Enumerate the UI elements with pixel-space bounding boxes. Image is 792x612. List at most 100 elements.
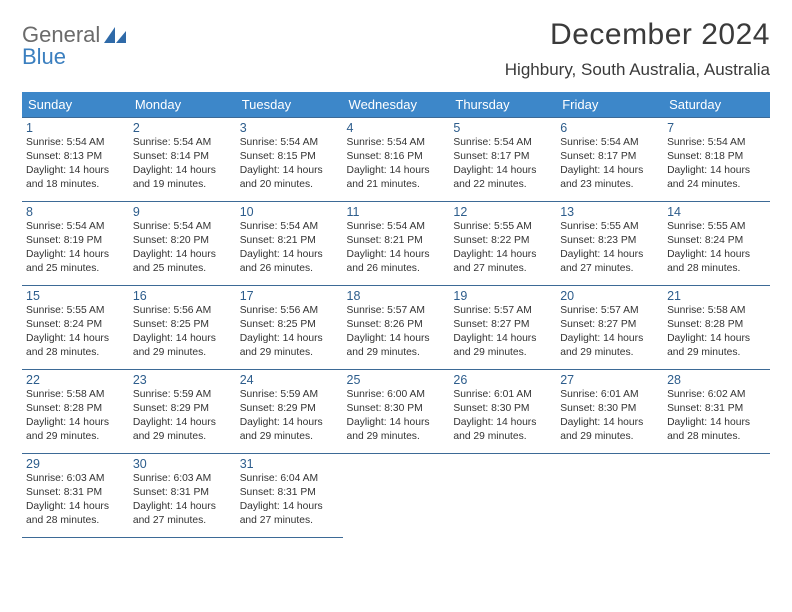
calendar-cell: 10Sunrise: 5:54 AMSunset: 8:21 PMDayligh… — [236, 202, 343, 286]
location: Highbury, South Australia, Australia — [505, 60, 770, 80]
daylight-line: Daylight: 14 hours and 28 minutes. — [667, 248, 766, 276]
day-number: 10 — [240, 205, 339, 219]
calendar-cell: 16Sunrise: 5:56 AMSunset: 8:25 PMDayligh… — [129, 286, 236, 370]
daylight-line: Daylight: 14 hours and 26 minutes. — [347, 248, 446, 276]
col-wednesday: Wednesday — [343, 92, 450, 118]
calendar-cell: 28Sunrise: 6:02 AMSunset: 8:31 PMDayligh… — [663, 370, 770, 454]
logo: General Blue — [22, 18, 126, 68]
daylight-line: Daylight: 14 hours and 25 minutes. — [26, 248, 125, 276]
calendar-cell: 9Sunrise: 5:54 AMSunset: 8:20 PMDaylight… — [129, 202, 236, 286]
daylight-line: Daylight: 14 hours and 29 minutes. — [133, 416, 232, 444]
calendar-cell — [449, 454, 556, 538]
calendar-cell: 8Sunrise: 5:54 AMSunset: 8:19 PMDaylight… — [22, 202, 129, 286]
daylight-line: Daylight: 14 hours and 29 minutes. — [26, 416, 125, 444]
day-number: 17 — [240, 289, 339, 303]
sunrise-line: Sunrise: 5:58 AM — [26, 388, 125, 402]
col-friday: Friday — [556, 92, 663, 118]
sunrise-line: Sunrise: 5:54 AM — [240, 136, 339, 150]
calendar-cell — [663, 454, 770, 538]
daylight-line: Daylight: 14 hours and 21 minutes. — [347, 164, 446, 192]
sunset-line: Sunset: 8:15 PM — [240, 150, 339, 164]
col-saturday: Saturday — [663, 92, 770, 118]
sunrise-line: Sunrise: 5:57 AM — [560, 304, 659, 318]
sunrise-line: Sunrise: 5:56 AM — [240, 304, 339, 318]
day-number: 24 — [240, 373, 339, 387]
sunrise-line: Sunrise: 6:04 AM — [240, 472, 339, 486]
sunset-line: Sunset: 8:16 PM — [347, 150, 446, 164]
sunrise-line: Sunrise: 5:54 AM — [560, 136, 659, 150]
daylight-line: Daylight: 14 hours and 23 minutes. — [560, 164, 659, 192]
sunrise-line: Sunrise: 6:03 AM — [133, 472, 232, 486]
sunset-line: Sunset: 8:30 PM — [347, 402, 446, 416]
day-number: 27 — [560, 373, 659, 387]
calendar-cell: 27Sunrise: 6:01 AMSunset: 8:30 PMDayligh… — [556, 370, 663, 454]
calendar-cell — [556, 454, 663, 538]
daylight-line: Daylight: 14 hours and 24 minutes. — [667, 164, 766, 192]
sunrise-line: Sunrise: 5:57 AM — [347, 304, 446, 318]
sunset-line: Sunset: 8:18 PM — [667, 150, 766, 164]
sunrise-line: Sunrise: 5:59 AM — [133, 388, 232, 402]
calendar-cell: 2Sunrise: 5:54 AMSunset: 8:14 PMDaylight… — [129, 118, 236, 202]
sunset-line: Sunset: 8:24 PM — [26, 318, 125, 332]
col-sunday: Sunday — [22, 92, 129, 118]
sunset-line: Sunset: 8:31 PM — [667, 402, 766, 416]
day-number: 21 — [667, 289, 766, 303]
sunset-line: Sunset: 8:30 PM — [560, 402, 659, 416]
sunset-line: Sunset: 8:28 PM — [26, 402, 125, 416]
sunset-line: Sunset: 8:20 PM — [133, 234, 232, 248]
col-tuesday: Tuesday — [236, 92, 343, 118]
sunset-line: Sunset: 8:31 PM — [240, 486, 339, 500]
col-thursday: Thursday — [449, 92, 556, 118]
sunset-line: Sunset: 8:31 PM — [26, 486, 125, 500]
sunrise-line: Sunrise: 5:54 AM — [667, 136, 766, 150]
calendar-cell: 24Sunrise: 5:59 AMSunset: 8:29 PMDayligh… — [236, 370, 343, 454]
day-number: 26 — [453, 373, 552, 387]
day-number: 7 — [667, 121, 766, 135]
day-number: 9 — [133, 205, 232, 219]
daylight-line: Daylight: 14 hours and 28 minutes. — [26, 500, 125, 528]
calendar-cell: 11Sunrise: 5:54 AMSunset: 8:21 PMDayligh… — [343, 202, 450, 286]
month-title: December 2024 — [505, 18, 770, 52]
daylight-line: Daylight: 14 hours and 29 minutes. — [667, 332, 766, 360]
daylight-line: Daylight: 14 hours and 19 minutes. — [133, 164, 232, 192]
daylight-line: Daylight: 14 hours and 29 minutes. — [560, 332, 659, 360]
day-number: 8 — [26, 205, 125, 219]
daylight-line: Daylight: 14 hours and 27 minutes. — [453, 248, 552, 276]
daylight-line: Daylight: 14 hours and 27 minutes. — [133, 500, 232, 528]
sunrise-line: Sunrise: 6:00 AM — [347, 388, 446, 402]
calendar-cell: 25Sunrise: 6:00 AMSunset: 8:30 PMDayligh… — [343, 370, 450, 454]
sunset-line: Sunset: 8:25 PM — [133, 318, 232, 332]
day-number: 30 — [133, 457, 232, 471]
calendar-cell: 7Sunrise: 5:54 AMSunset: 8:18 PMDaylight… — [663, 118, 770, 202]
daylight-line: Daylight: 14 hours and 20 minutes. — [240, 164, 339, 192]
calendar-cell — [343, 454, 450, 538]
calendar-cell: 12Sunrise: 5:55 AMSunset: 8:22 PMDayligh… — [449, 202, 556, 286]
sunrise-line: Sunrise: 5:57 AM — [453, 304, 552, 318]
sunrise-line: Sunrise: 5:54 AM — [26, 220, 125, 234]
sunrise-line: Sunrise: 6:01 AM — [560, 388, 659, 402]
calendar-cell: 21Sunrise: 5:58 AMSunset: 8:28 PMDayligh… — [663, 286, 770, 370]
sunrise-line: Sunrise: 5:54 AM — [240, 220, 339, 234]
sunset-line: Sunset: 8:22 PM — [453, 234, 552, 248]
daylight-line: Daylight: 14 hours and 29 minutes. — [453, 332, 552, 360]
sunset-line: Sunset: 8:17 PM — [453, 150, 552, 164]
calendar-cell: 23Sunrise: 5:59 AMSunset: 8:29 PMDayligh… — [129, 370, 236, 454]
calendar-cell: 13Sunrise: 5:55 AMSunset: 8:23 PMDayligh… — [556, 202, 663, 286]
calendar-cell: 4Sunrise: 5:54 AMSunset: 8:16 PMDaylight… — [343, 118, 450, 202]
sunset-line: Sunset: 8:29 PM — [133, 402, 232, 416]
daylight-line: Daylight: 14 hours and 29 minutes. — [240, 332, 339, 360]
day-number: 23 — [133, 373, 232, 387]
calendar-week: 29Sunrise: 6:03 AMSunset: 8:31 PMDayligh… — [22, 454, 770, 538]
sunset-line: Sunset: 8:30 PM — [453, 402, 552, 416]
sunset-line: Sunset: 8:29 PM — [240, 402, 339, 416]
day-number: 28 — [667, 373, 766, 387]
daylight-line: Daylight: 14 hours and 29 minutes. — [560, 416, 659, 444]
logo-sail-icon — [104, 27, 126, 43]
day-number: 31 — [240, 457, 339, 471]
calendar-week: 8Sunrise: 5:54 AMSunset: 8:19 PMDaylight… — [22, 202, 770, 286]
col-monday: Monday — [129, 92, 236, 118]
sunset-line: Sunset: 8:21 PM — [240, 234, 339, 248]
calendar-cell: 14Sunrise: 5:55 AMSunset: 8:24 PMDayligh… — [663, 202, 770, 286]
calendar-cell: 18Sunrise: 5:57 AMSunset: 8:26 PMDayligh… — [343, 286, 450, 370]
calendar-cell: 30Sunrise: 6:03 AMSunset: 8:31 PMDayligh… — [129, 454, 236, 538]
